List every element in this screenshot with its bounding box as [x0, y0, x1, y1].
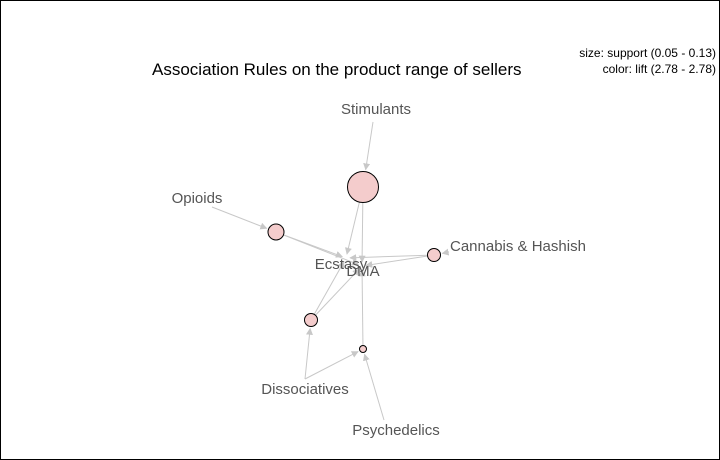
rule-node-rule-4[interactable]: [304, 313, 318, 327]
item-label-dissociatives[interactable]: Dissociatives: [261, 381, 349, 398]
edge-cannabis-to-rule-3: [441, 248, 450, 256]
edge-layer: [211, 121, 450, 421]
edge-stimulants-to-rule-1: [363, 121, 374, 171]
rule-node-rule-2[interactable]: [267, 223, 285, 241]
edge-rule-1-to-ecstasy: [344, 201, 360, 255]
edge-rule-3-to-dma: [365, 255, 428, 268]
graph-title: Association Rules on the product range o…: [152, 60, 522, 79]
item-label-cannabis[interactable]: Cannabis & Hashish: [450, 238, 586, 255]
edge-dissociatives-to-rule-4: [304, 327, 313, 380]
graph-legend: size: support (0.05 - 0.13) color: lift …: [579, 45, 716, 77]
rule-node-layer: [267, 171, 441, 353]
edge-rule-4-to-ecstasy: [313, 260, 345, 315]
item-label-ecstasy[interactable]: Ecstasy: [315, 256, 368, 273]
edge-rule-3-to-ecstasy: [349, 254, 428, 262]
item-label-stimulants[interactable]: Stimulants: [341, 101, 411, 118]
rule-node-rule-1[interactable]: [347, 171, 379, 203]
item-label-opioids[interactable]: Opioids: [172, 190, 223, 207]
edge-rule-4-to-dma: [315, 268, 360, 316]
edge-psychedelics-to-rule-5: [362, 353, 385, 421]
rule-node-rule-3[interactable]: [427, 248, 441, 262]
legend-color-text: color: lift (2.78 - 2.78): [602, 62, 716, 76]
edge-rule-2-to-dma: [283, 234, 359, 266]
edge-rule-5-to-dma: [358, 269, 366, 346]
edge-dissociatives-to-rule-5: [304, 351, 359, 380]
edge-opioids-to-rule-2: [211, 206, 268, 230]
item-label-dma[interactable]: DMA: [346, 263, 379, 280]
rule-node-rule-5[interactable]: [359, 345, 367, 353]
item-label-psychedelics[interactable]: Psychedelics: [352, 422, 440, 439]
legend-size-text: size: support (0.05 - 0.13): [579, 46, 716, 60]
edge-rule-1-to-dma: [358, 202, 366, 263]
